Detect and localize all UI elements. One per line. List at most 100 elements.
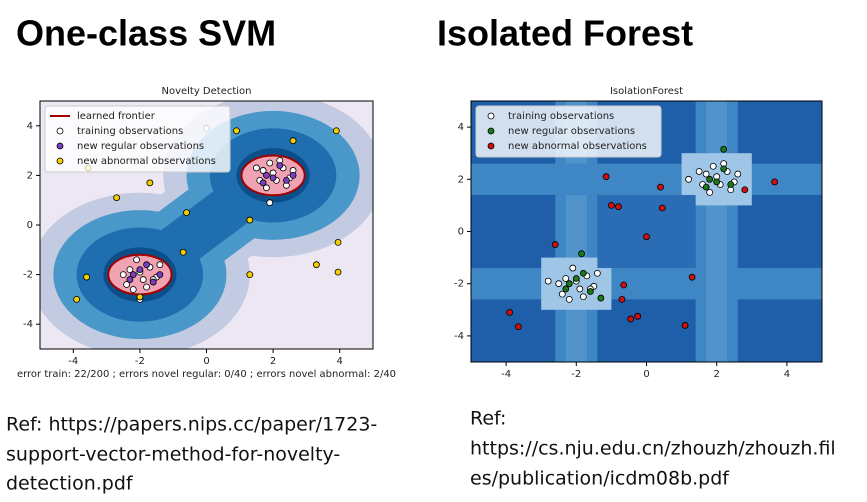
left-ref: detection.pdf (6, 473, 134, 495)
point (578, 250, 585, 258)
point (685, 175, 693, 183)
point (253, 164, 260, 172)
point (332, 127, 340, 135)
point (156, 261, 164, 269)
point (695, 168, 703, 175)
legend-label: new regular observations (77, 141, 204, 152)
point (720, 145, 728, 153)
point (597, 294, 605, 302)
point (289, 171, 297, 179)
y-tick-label: 2 (27, 170, 33, 181)
point (246, 216, 254, 224)
point (179, 248, 187, 256)
point (565, 280, 573, 288)
point (569, 264, 577, 272)
legend-marker (56, 127, 64, 135)
point (627, 315, 635, 323)
point (702, 183, 710, 191)
x-tick-label: 0 (203, 356, 209, 367)
legend-label: new abnormal observations (508, 141, 647, 152)
point (119, 271, 127, 279)
point (602, 173, 610, 181)
legend (475, 105, 662, 158)
point (727, 181, 735, 188)
y-tick-label: 4 (458, 122, 464, 133)
x-tick-label: 0 (643, 369, 649, 380)
x-axis-label: error train: 22/200 ; errors novel regul… (17, 369, 396, 380)
point (658, 204, 666, 212)
score-region (471, 268, 822, 300)
point (73, 295, 81, 303)
point (579, 269, 587, 277)
right-ref: es/publication/icdm08b.pdf (470, 468, 730, 490)
point (608, 201, 615, 209)
point (139, 276, 147, 283)
point (283, 176, 290, 184)
legend-marker (487, 127, 495, 135)
point (156, 271, 164, 279)
point (129, 286, 137, 293)
x-tick-label: -2 (571, 369, 581, 380)
legend-marker (56, 142, 64, 150)
y-tick-label: 4 (27, 121, 33, 132)
point (334, 268, 342, 276)
x-tick-label: 2 (270, 356, 276, 367)
point (233, 127, 240, 135)
point (706, 175, 714, 183)
x-tick-label: -2 (135, 356, 145, 367)
chart-title: Novelty Detection (161, 86, 251, 97)
left-title: One-class SVM (16, 13, 276, 54)
point (123, 281, 130, 288)
x-tick-label: 4 (784, 369, 790, 380)
point (634, 312, 642, 320)
y-tick-label: 0 (458, 227, 464, 238)
legend-marker (56, 157, 64, 165)
point (576, 285, 584, 293)
point (149, 278, 157, 286)
legend (44, 105, 231, 173)
plot-frame (39, 100, 374, 350)
y-tick-label: -4 (454, 331, 464, 342)
x-tick-label: 4 (337, 356, 343, 367)
point (720, 165, 728, 173)
point (544, 277, 552, 285)
point (681, 322, 689, 329)
left-ref: support-vector-method-for-novelty- (6, 444, 340, 466)
y-tick-label: -2 (23, 270, 33, 281)
point (771, 178, 779, 186)
point (702, 170, 710, 178)
point (289, 137, 297, 145)
point (183, 209, 190, 217)
score-region (471, 163, 822, 195)
point (136, 293, 144, 301)
plot-area (40, 101, 373, 349)
point (133, 256, 140, 264)
point (579, 293, 587, 301)
point (706, 188, 714, 196)
point (113, 194, 120, 202)
point (126, 266, 134, 274)
point (643, 233, 650, 241)
point (551, 241, 559, 248)
point (615, 203, 622, 211)
chart-title: IsolationForest (610, 86, 683, 97)
point (269, 174, 277, 182)
point (83, 273, 91, 281)
right-ref: Ref: (470, 408, 506, 430)
point (558, 290, 566, 298)
point (146, 179, 154, 187)
x-tick-label: -4 (501, 369, 511, 380)
point (129, 271, 137, 279)
point (136, 266, 144, 274)
point (741, 186, 749, 194)
score-region (706, 101, 728, 362)
legend-label: new regular observations (508, 126, 635, 137)
point (555, 280, 563, 288)
point (618, 295, 626, 303)
point (506, 309, 514, 316)
legend-label: training observations (77, 126, 183, 137)
y-tick-label: -2 (454, 279, 464, 290)
point (572, 275, 580, 282)
point (246, 271, 254, 279)
